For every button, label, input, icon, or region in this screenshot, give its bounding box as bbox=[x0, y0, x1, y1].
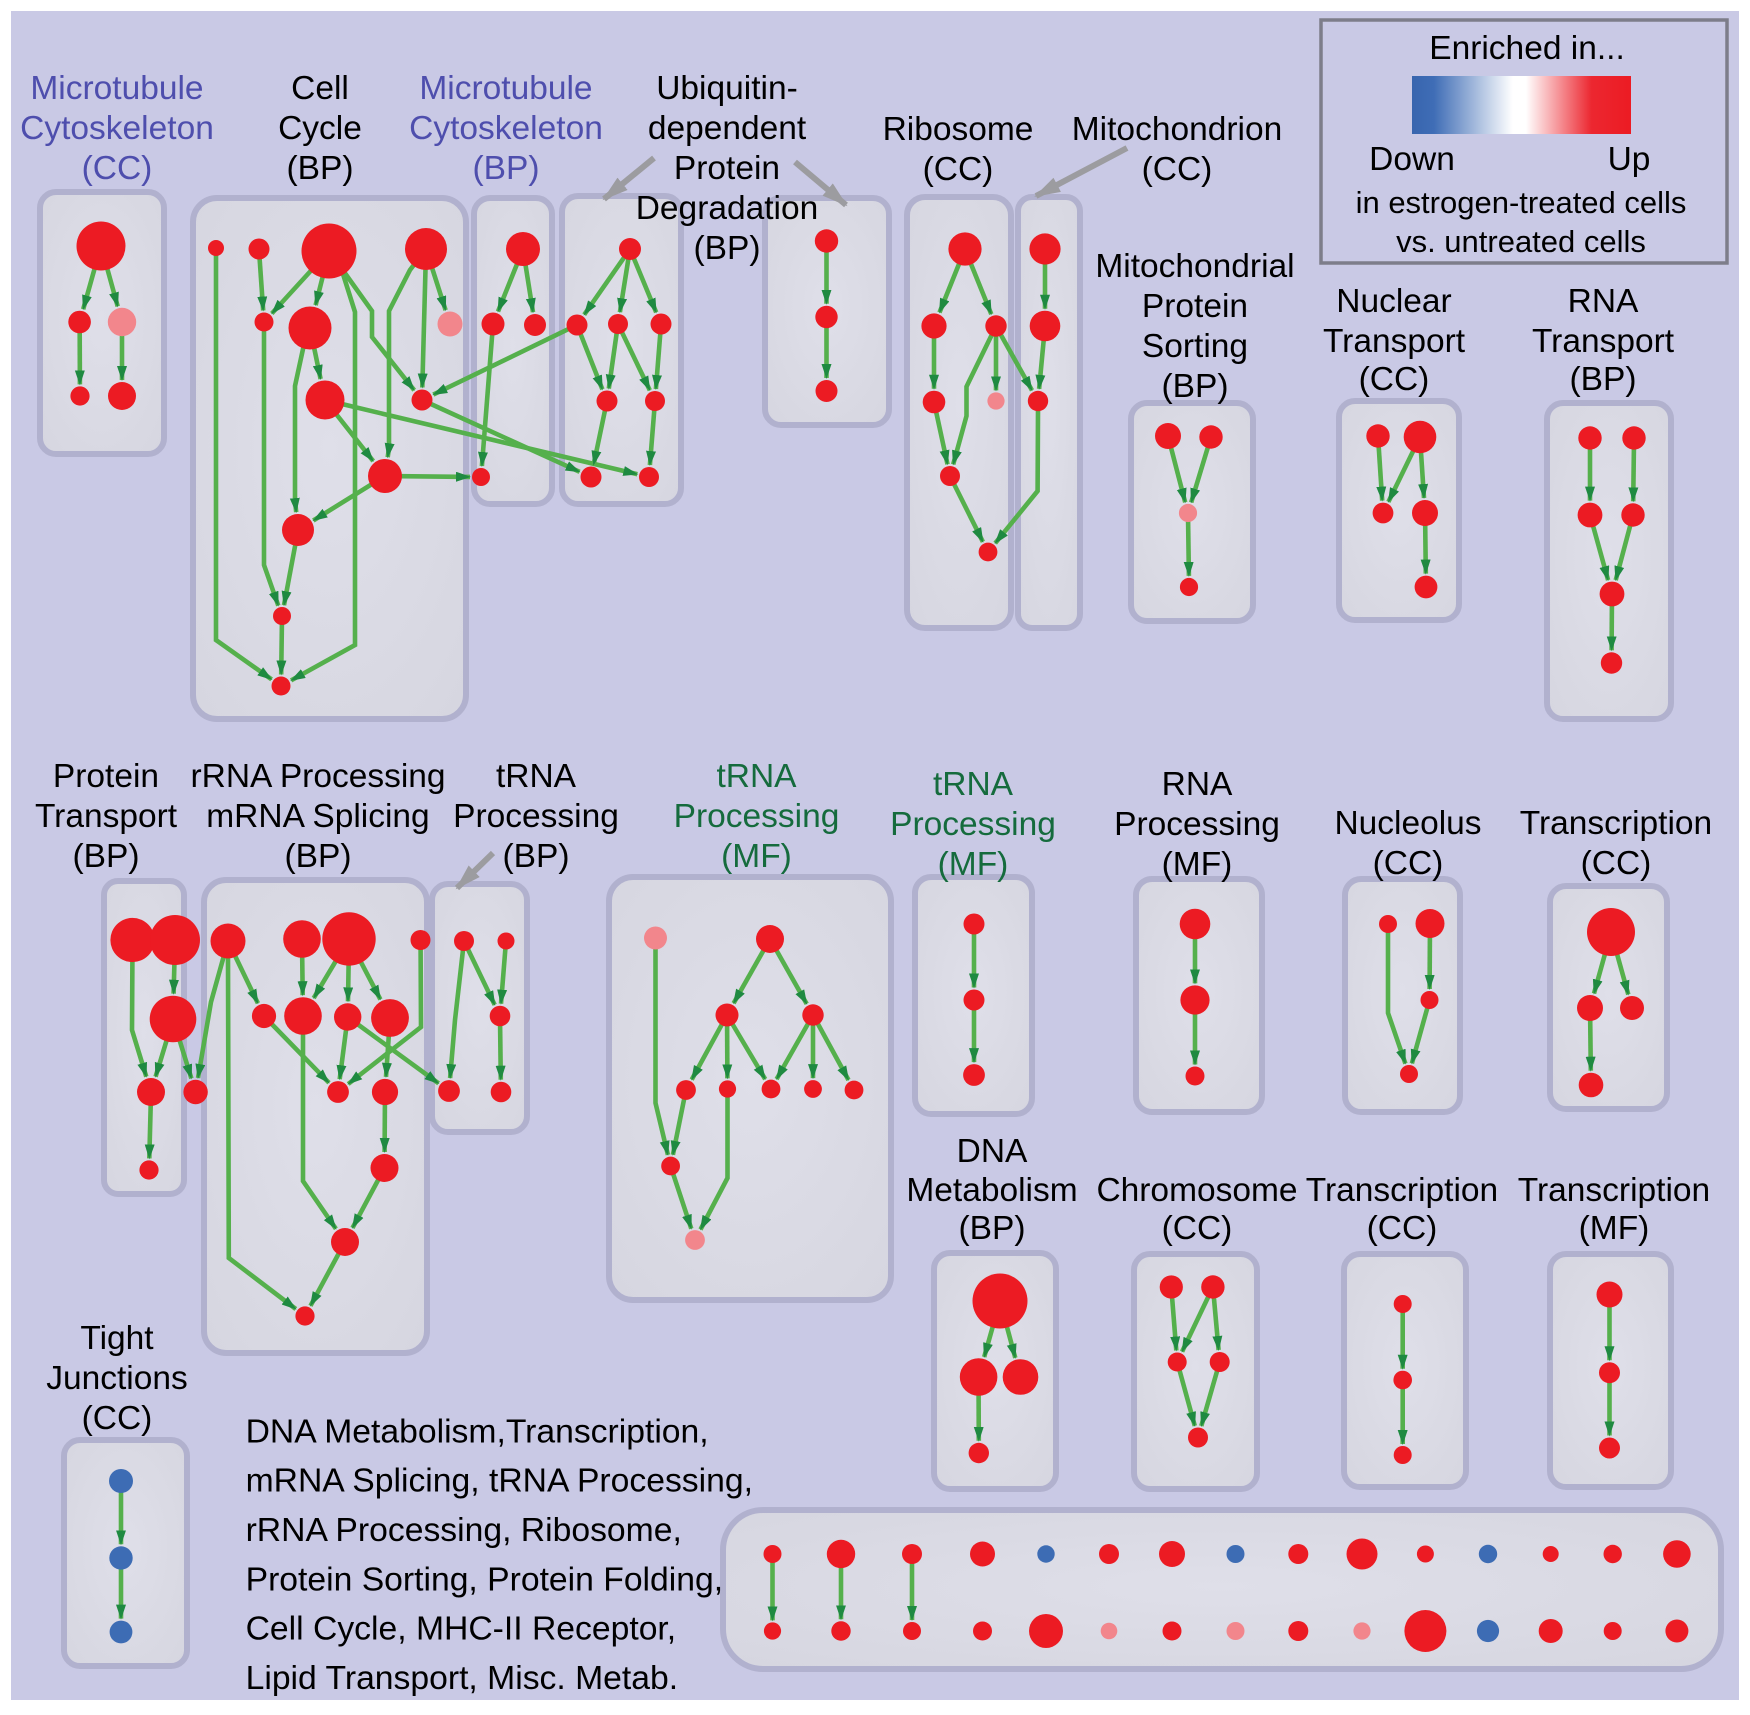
svg-text:Transcription: Transcription bbox=[1520, 805, 1712, 842]
svg-text:(BP): (BP) bbox=[503, 838, 570, 875]
svg-text:(BP): (BP) bbox=[285, 838, 352, 875]
svg-text:(BP): (BP) bbox=[694, 230, 761, 267]
svg-text:mRNA Splicing: mRNA Splicing bbox=[206, 798, 429, 835]
svg-text:(CC): (CC) bbox=[1162, 1210, 1233, 1247]
svg-text:Transport: Transport bbox=[1532, 323, 1675, 360]
svg-text:DNA: DNA bbox=[957, 1133, 1028, 1170]
svg-text:Metabolism: Metabolism bbox=[906, 1172, 1077, 1209]
svg-text:(MF): (MF) bbox=[1162, 846, 1233, 883]
svg-text:Protein Sorting, Protein Foldi: Protein Sorting, Protein Folding, bbox=[246, 1560, 723, 1598]
svg-text:Cytoskeleton: Cytoskeleton bbox=[20, 110, 214, 147]
svg-text:DNA Metabolism,Transcription,: DNA Metabolism,Transcription, bbox=[246, 1412, 709, 1450]
svg-text:rRNA Processing, Ribosome,: rRNA Processing, Ribosome, bbox=[246, 1511, 682, 1549]
svg-text:vs. untreated cells: vs. untreated cells bbox=[1396, 224, 1646, 259]
svg-text:Cell: Cell bbox=[291, 70, 349, 107]
svg-text:Ubiquitin-: Ubiquitin- bbox=[656, 70, 798, 107]
svg-text:(BP): (BP) bbox=[1570, 361, 1637, 398]
svg-text:(CC): (CC) bbox=[1367, 1210, 1438, 1247]
svg-text:Cycle: Cycle bbox=[278, 110, 362, 147]
svg-text:Processing: Processing bbox=[1114, 806, 1280, 843]
svg-text:RNA: RNA bbox=[1568, 283, 1639, 320]
svg-text:Processing: Processing bbox=[890, 806, 1056, 843]
svg-text:Cytoskeleton: Cytoskeleton bbox=[409, 110, 603, 147]
svg-text:Processing: Processing bbox=[674, 798, 840, 835]
svg-text:(MF): (MF) bbox=[721, 838, 792, 875]
svg-text:(CC): (CC) bbox=[82, 150, 153, 187]
svg-text:Junctions: Junctions bbox=[46, 1360, 188, 1397]
svg-text:(CC): (CC) bbox=[1142, 151, 1213, 188]
svg-text:Tight: Tight bbox=[80, 1320, 154, 1357]
svg-text:(BP): (BP) bbox=[73, 838, 140, 875]
svg-text:Protein: Protein bbox=[674, 150, 780, 187]
svg-text:(CC): (CC) bbox=[1373, 845, 1444, 882]
svg-text:Transport: Transport bbox=[35, 798, 178, 835]
svg-text:Ribosome: Ribosome bbox=[883, 111, 1034, 148]
svg-text:(BP): (BP) bbox=[959, 1210, 1026, 1247]
svg-text:Protein: Protein bbox=[1142, 288, 1248, 325]
svg-text:in estrogen-treated cells: in estrogen-treated cells bbox=[1356, 185, 1687, 220]
svg-text:Nuclear: Nuclear bbox=[1336, 283, 1451, 320]
svg-text:(MF): (MF) bbox=[1579, 1210, 1650, 1247]
svg-text:(BP): (BP) bbox=[473, 150, 540, 187]
svg-text:dependent: dependent bbox=[648, 110, 807, 147]
svg-text:(BP): (BP) bbox=[287, 150, 354, 187]
svg-text:Degradation: Degradation bbox=[636, 190, 819, 227]
svg-text:Transport: Transport bbox=[1323, 323, 1466, 360]
svg-text:(CC): (CC) bbox=[1581, 845, 1652, 882]
svg-text:Chromosome: Chromosome bbox=[1096, 1172, 1297, 1209]
svg-text:Microtubule: Microtubule bbox=[419, 70, 592, 107]
svg-text:(CC): (CC) bbox=[82, 1400, 153, 1437]
svg-text:mRNA Splicing, tRNA Processing: mRNA Splicing, tRNA Processing, bbox=[246, 1462, 753, 1500]
svg-text:Mitochondrion: Mitochondrion bbox=[1072, 111, 1282, 148]
svg-text:(CC): (CC) bbox=[1359, 361, 1430, 398]
svg-text:Sorting: Sorting bbox=[1142, 328, 1248, 365]
svg-text:Nucleolus: Nucleolus bbox=[1334, 805, 1481, 842]
svg-text:Mitochondrial: Mitochondrial bbox=[1095, 248, 1294, 285]
svg-text:(BP): (BP) bbox=[1162, 368, 1229, 405]
svg-text:Microtubule: Microtubule bbox=[30, 70, 203, 107]
svg-text:Down: Down bbox=[1369, 141, 1455, 178]
svg-text:rRNA Processing: rRNA Processing bbox=[190, 758, 445, 795]
svg-text:Lipid Transport, Misc. Metab.: Lipid Transport, Misc. Metab. bbox=[246, 1659, 678, 1697]
svg-text:(MF): (MF) bbox=[938, 846, 1009, 883]
svg-text:tRNA: tRNA bbox=[933, 766, 1014, 803]
svg-text:Transcription: Transcription bbox=[1306, 1172, 1498, 1209]
svg-text:RNA: RNA bbox=[1162, 766, 1233, 803]
svg-text:tRNA: tRNA bbox=[496, 758, 577, 795]
svg-text:Transcription: Transcription bbox=[1518, 1172, 1710, 1209]
svg-text:(CC): (CC) bbox=[923, 151, 994, 188]
svg-text:tRNA: tRNA bbox=[716, 758, 797, 795]
svg-text:Protein: Protein bbox=[53, 758, 159, 795]
svg-text:Processing: Processing bbox=[453, 798, 619, 835]
svg-text:Enriched in...: Enriched in... bbox=[1429, 30, 1625, 67]
svg-text:Cell Cycle, MHC-II Receptor,: Cell Cycle, MHC-II Receptor, bbox=[246, 1610, 677, 1648]
svg-text:Up: Up bbox=[1608, 141, 1651, 178]
